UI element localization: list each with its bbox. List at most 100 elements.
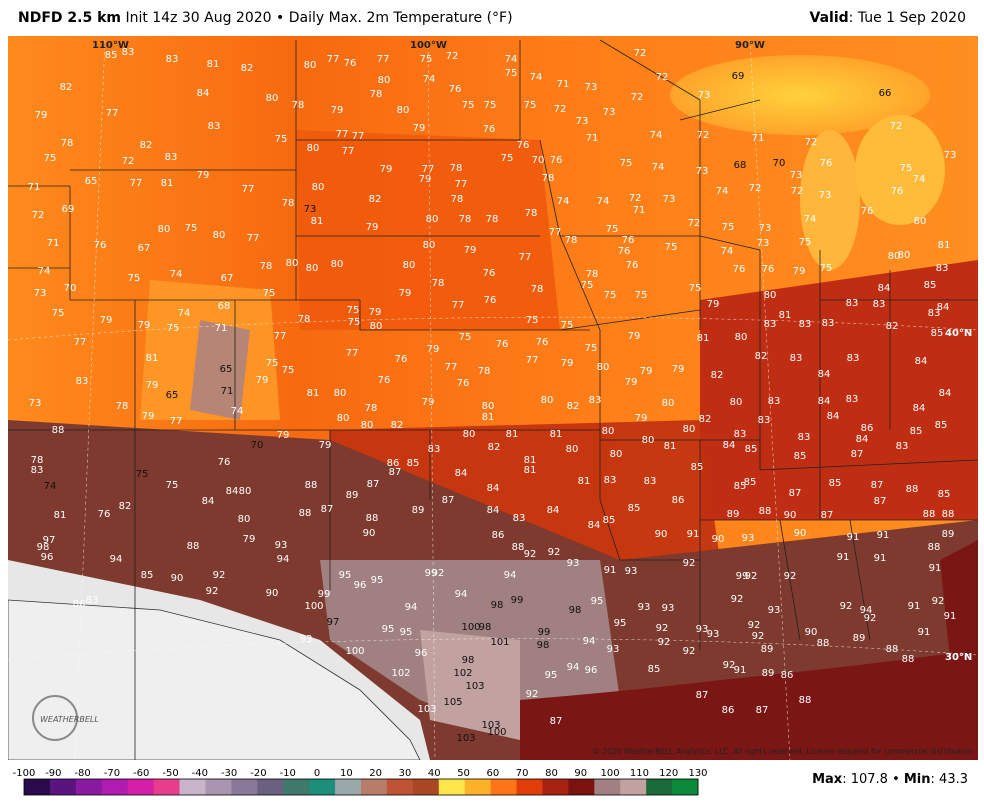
temperature-label: 82 (140, 140, 153, 151)
temperature-label: 77 (445, 362, 458, 373)
temperature-label: 79 (793, 266, 806, 277)
temperature-label: 94 (860, 605, 873, 616)
temperature-label: 65 (85, 176, 98, 187)
temperature-label: 69 (732, 71, 745, 82)
temperature-label: 91 (837, 552, 850, 563)
temperature-label: 88 (299, 508, 312, 519)
temperature-label: 83 (764, 319, 777, 330)
temperature-label: 80 (888, 251, 901, 262)
temperature-label: 75 (44, 153, 57, 164)
colorbar-swatch (257, 779, 284, 795)
temperature-label: 84 (915, 356, 928, 367)
temperature-label: 75 (52, 308, 65, 319)
temperature-label: 79 (35, 110, 48, 121)
temperature-label: 88 (902, 654, 915, 665)
temperature-label: 95 (545, 670, 558, 681)
temperature-label: 74 (178, 308, 191, 319)
temperature-label: 79 (464, 245, 477, 256)
temperature-label: 92 (864, 613, 877, 624)
temperature-label: 73 (585, 82, 598, 93)
temperature-label: 78 (61, 138, 74, 149)
temperature-label: 88 (52, 425, 65, 436)
temperature-label: 92 (548, 547, 561, 558)
temperature-label: 83 (589, 395, 602, 406)
temperature-label: 94 (455, 589, 468, 600)
temperature-label: 75 (505, 68, 518, 79)
temperature-label: 90 (266, 588, 279, 599)
temperature-label: 93 (300, 634, 313, 645)
temperature-label: 81 (578, 476, 591, 487)
temperature-label: 95 (339, 570, 352, 581)
lon-label-90w: 90°W (735, 40, 765, 51)
temperature-label: 71 (215, 323, 228, 334)
temperature-label: 80 (914, 216, 927, 227)
temperature-label: 83 (873, 299, 886, 310)
stats-separator: • (887, 772, 904, 787)
temperature-label: 99 (425, 568, 438, 579)
temperature-label: 96 (354, 580, 367, 591)
temperature-label: 77 (170, 416, 183, 427)
temperature-label: 89 (412, 505, 425, 516)
temperature-label: 74 (38, 266, 51, 277)
temperature-label: 92 (723, 660, 736, 671)
temperature-label: 87 (851, 449, 864, 460)
temperature-label: 91 (877, 530, 890, 541)
temperature-label: 91 (604, 565, 617, 576)
temperature-label: 71 (221, 386, 234, 397)
colorbar-swatch (283, 779, 310, 795)
temperature-label: 92 (683, 558, 696, 569)
temperature-label: 74 (652, 162, 665, 173)
temperature-label: 84 (226, 486, 239, 497)
temperature-label: 73 (759, 223, 772, 234)
temperature-label: 79 (331, 105, 344, 116)
colorbar-tick-label: 80 (545, 768, 558, 779)
temperature-label: 93 (662, 603, 675, 614)
temperature-label: 75 (128, 273, 141, 284)
colorbar-tick-label: 10 (340, 768, 353, 779)
temperature-label: 83 (734, 429, 747, 440)
temperature-label: 92 (731, 594, 744, 605)
temperature-label: 71 (586, 133, 599, 144)
temperature-label: 77 (247, 233, 260, 244)
temperature-label: 88 (906, 484, 919, 495)
temperature-label: 75 (185, 223, 198, 234)
temperature-label: 83 (86, 595, 99, 606)
temperature-label: 88 (799, 695, 812, 706)
temperature-label: 78 (542, 173, 555, 184)
temperature-label: 98 (37, 542, 50, 553)
temperature-label: 92 (213, 570, 226, 581)
temperature-label: 83 (208, 121, 221, 132)
temperature-label: 77 (74, 337, 87, 348)
valid-value: : Tue 1 Sep 2020 (848, 10, 966, 26)
colorbar-swatch (127, 779, 155, 795)
temperature-label: 73 (29, 398, 42, 409)
colorbar-swatch (620, 779, 647, 795)
model-name: NDFD 2.5 km (18, 10, 121, 26)
temperature-label: 102 (391, 668, 410, 679)
temperature-label: 81 (664, 441, 677, 452)
temperature-label: 92 (683, 646, 696, 657)
temperature-label: 77 (549, 227, 562, 238)
temperature-label: 80 (361, 420, 374, 431)
colorbar-swatch (309, 779, 336, 795)
colorbar-tick-label: -80 (74, 768, 90, 779)
temperature-label: 80 (213, 230, 226, 241)
temperature-label: 96 (41, 552, 54, 563)
temperature-label: 80 (337, 413, 350, 424)
temperature-label: 75 (635, 290, 648, 301)
temperature-label: 80 (642, 435, 655, 446)
temperature-label: 76 (94, 240, 107, 251)
temperature-label: 71 (28, 182, 41, 193)
temperature-label: 82 (119, 501, 132, 512)
temperature-label: 91 (687, 529, 700, 540)
temperature-label: 76 (626, 260, 639, 271)
temperature-label: 88 (928, 542, 941, 553)
colorbar: -100 -90 -80 -70 -60 -50 -40 -30 -20 -10 0 10 20 30 40… (0, 762, 984, 808)
temperature-label: 85 (141, 570, 154, 581)
temperature-label: 80 (610, 449, 623, 460)
temperature-label: 100 (487, 727, 506, 738)
temperature-label: 88 (305, 480, 318, 491)
temperature-label: 103 (456, 733, 475, 744)
temperature-label: 97 (327, 617, 340, 628)
temperature-label: 81 (146, 353, 159, 364)
